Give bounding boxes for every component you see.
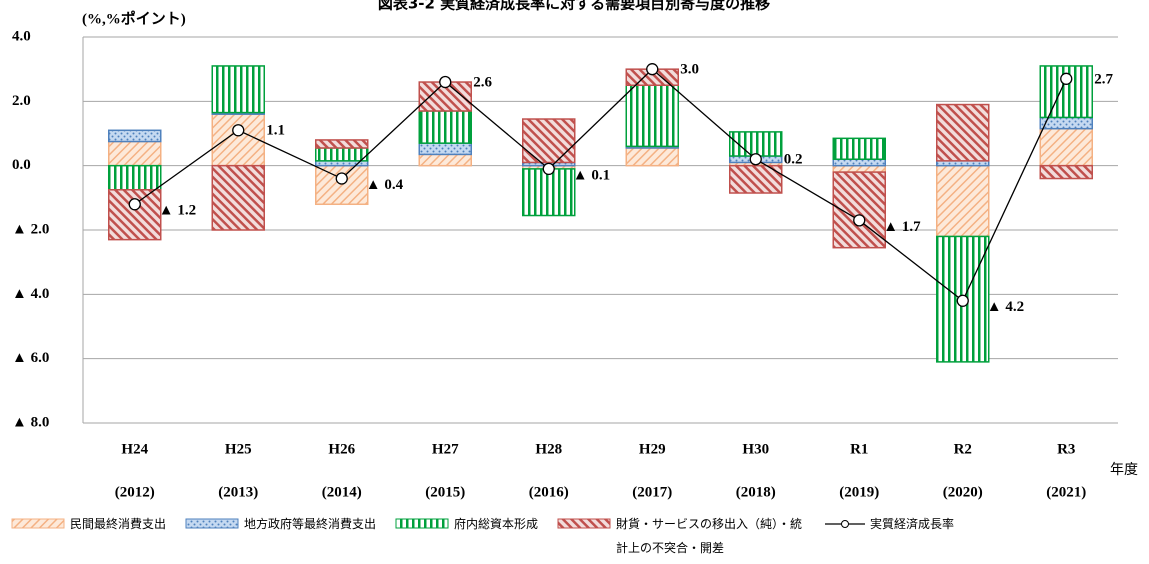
x-tick-label: R3 [1057,441,1075,457]
data-label: ▲ 1.2 [159,203,196,219]
growth-marker [1060,72,1073,85]
x-axis-label: 年度 [1110,462,1138,478]
x-tick-sublabel: (2017) [632,484,672,500]
x-tick-sublabel: (2014) [322,484,362,500]
bar-segment [832,158,886,167]
bar-segment [832,164,886,173]
bar-segment [211,65,265,114]
x-tick-label: H24 [121,441,148,457]
growth-marker [335,172,348,185]
growth-marker [439,75,452,89]
legend-item: 地方政府等最終消費支出 [184,512,376,560]
growth-marker [128,198,141,211]
legend-label: 財貨・サービスの移出入（純）・統計上の不突合・開差 [616,517,803,555]
x-tick-label: H26 [328,441,355,457]
x-tick-sublabel: (2013) [218,484,258,500]
bar-segment [936,164,990,238]
legend-label: 民間最終消費支出 [70,517,167,531]
growth-marker [646,63,659,76]
x-tick-label: H25 [225,441,252,457]
y-tick-label: ▲ 2.0 [12,221,49,237]
legend-swatch [557,518,611,529]
legend-swatch [185,518,239,529]
legend-item: 実質経済成長率 [824,512,954,560]
x-tick-sublabel: (2021) [1046,484,1086,500]
legend-label: 実質経済成長率 [870,517,955,531]
bar-segment [315,164,369,206]
x-tick-sublabel: (2015) [425,484,465,500]
legend-item: 財貨・サービスの移出入（純）・統計上の不突合・開差 [556,512,806,560]
y-tick-label: ▲ 4.0 [12,286,49,302]
legend: 民間最終消費支出 地方政府等最終消費支出 府内総資本形成 財貨・サービスの移出入（純）… [10,512,1145,560]
growth-marker [232,124,245,137]
bar-segment [108,164,162,191]
y-axis-label: (%,%ポイント) [82,9,186,27]
chart-title: 図表3-2 実質経済成長率に対する需要項目別寄与度の推移 [378,0,770,13]
bar-segment [625,147,679,167]
x-tick-sublabel: (2020) [943,484,983,500]
x-tick-label: H29 [639,441,666,457]
data-label: 2.6 [473,74,492,90]
legend-swatch [11,518,65,529]
legend-item: 民間最終消費支出 [10,512,166,560]
bar-segment [1039,164,1093,180]
x-tick-sublabel: (2016) [529,484,569,500]
y-tick-label: 4.0 [12,28,31,44]
legend-label: 地方政府等最終消費支出 [244,517,377,531]
data-label: 1.1 [266,123,285,139]
bar-segment [1039,127,1093,167]
y-tick-label: 2.0 [12,93,31,109]
x-tick-sublabel: (2012) [115,484,155,500]
legend-swatch [395,518,449,529]
bar-segment [418,142,472,156]
bar-segment [729,164,783,194]
bar-segment [108,189,162,241]
bar-segment [315,147,369,162]
bar-segment [522,168,576,217]
bar-segment [418,110,472,144]
growth-marker [956,294,969,307]
data-label: ▲ 0.4 [366,177,404,193]
bar-segment [625,84,679,148]
y-tick-label: ▲ 6.0 [12,350,49,366]
data-label: ▲ 4.2 [987,299,1024,315]
bar-segment [418,153,472,167]
x-tick-label: R2 [954,441,972,457]
data-label: 3.0 [680,62,699,78]
x-tick-label: H30 [742,441,769,457]
x-tick-sublabel: (2019) [839,484,879,500]
bar-segment [108,129,162,143]
y-tick-label: ▲ 8.0 [12,414,49,430]
bar-segment [108,140,162,167]
growth-line [134,68,1067,302]
x-tick-sublabel: (2018) [736,484,776,500]
growth-marker [853,214,866,227]
legend-item: 府内総資本形成 [394,512,538,560]
growth-marker [749,153,762,166]
legend-swatch [825,520,866,528]
x-tick-label: H27 [432,441,459,457]
legend-label: 府内総資本形成 [454,517,539,531]
data-label: 2.7 [1094,71,1113,87]
x-tick-label: H28 [535,441,562,457]
data-label: 0.2 [784,152,803,168]
bar-segment [832,137,886,160]
bar-segment [522,118,576,164]
bar-segment [211,164,265,231]
x-tick-label: R1 [850,441,868,457]
bar-segment [211,113,265,167]
growth-marker [542,162,555,176]
data-label: ▲ 0.1 [573,167,610,183]
bar-segment [936,103,990,162]
data-label: ▲ 1.7 [883,219,921,235]
y-tick-label: 0.0 [12,157,31,173]
bar-segment [315,139,369,149]
